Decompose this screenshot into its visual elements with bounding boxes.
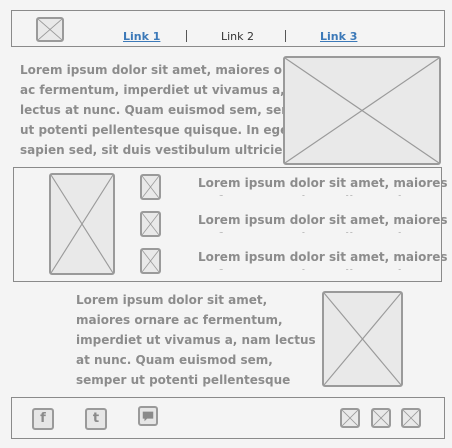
text-line: at nunc. Quam euismod sem, <box>76 353 273 367</box>
footer-image-placeholder <box>340 408 360 428</box>
nav-link-2[interactable]: Link 2 <box>221 30 255 43</box>
list-item-thumbnail <box>140 174 161 200</box>
text-line: sapien sed, sit duis vestibulum ultricie… <box>20 143 295 157</box>
text-line: lectus at nunc. Quam euismod sem, semper <box>20 103 317 117</box>
image-placeholder-icon <box>38 19 62 40</box>
header-bar: Link 1 Link 2 Link 3 <box>11 10 445 47</box>
list-item-thumbnail <box>140 211 161 237</box>
footer-image-placeholder <box>371 408 391 428</box>
lower-paragraph: Lorem ipsum dolor sit amet, maiores orna… <box>76 290 316 390</box>
text-line: maiores ornare ac fermentum, <box>76 313 283 327</box>
list-item-text: Lorem ipsum dolor sit amet, maiores orna… <box>198 176 452 196</box>
image-placeholder-icon <box>285 58 439 163</box>
text-line: Lorem ipsum dolor sit amet, maiores orna… <box>20 63 319 77</box>
image-placeholder-icon <box>342 410 358 426</box>
text-line: imperdiet ut vivamus a, nam lectus <box>76 333 316 347</box>
image-placeholder-icon <box>324 293 401 385</box>
image-placeholder-icon <box>142 176 159 198</box>
logo-placeholder-image <box>36 17 64 42</box>
facebook-icon[interactable]: f <box>32 408 54 430</box>
text-line: ac fermentum, imperdiet ut vivamus a, na… <box>20 83 319 97</box>
lower-image-placeholder <box>322 291 403 387</box>
intro-paragraph: Lorem ipsum dolor sit amet, maiores orna… <box>20 60 319 160</box>
speech-bubble-glyph <box>142 411 154 422</box>
footer-bar: f t <box>11 397 445 439</box>
nav-link-3[interactable]: Link 3 <box>320 30 358 43</box>
text-line: semper ut potenti pellentesque <box>76 373 291 387</box>
image-placeholder-icon <box>403 410 419 426</box>
image-placeholder-icon <box>51 175 113 273</box>
list-box: Lorem ipsum dolor sit amet, maiores orna… <box>13 167 452 282</box>
nav-separator <box>285 30 286 42</box>
chat-bubble-icon[interactable] <box>138 406 158 426</box>
intro-image-placeholder <box>283 56 441 165</box>
image-placeholder-icon <box>373 410 389 426</box>
text-line: ut potenti pellentesque quisque. In eget <box>20 123 295 137</box>
list-item-thumbnail <box>140 248 161 274</box>
image-placeholder-icon <box>142 250 159 272</box>
twitter-icon[interactable]: t <box>85 408 107 430</box>
nav-link-1[interactable]: Link 1 <box>123 30 161 43</box>
nav-separator <box>186 30 187 42</box>
list-item-text: Lorem ipsum dolor sit amet, maiores orna… <box>198 250 452 270</box>
footer-image-placeholder <box>401 408 421 428</box>
text-line: Lorem ipsum dolor sit amet, <box>76 293 268 307</box>
list-item-text: Lorem ipsum dolor sit amet, maiores orna… <box>198 213 452 233</box>
image-placeholder-icon <box>142 213 159 235</box>
list-feature-image-placeholder <box>49 173 115 275</box>
